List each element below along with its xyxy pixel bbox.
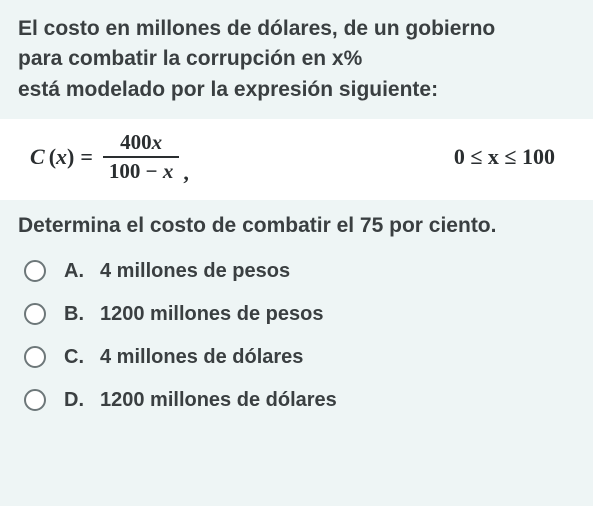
numerator-var: x (152, 130, 163, 154)
option-label: A. 4 millones de pesos (64, 260, 290, 283)
radio-icon[interactable] (24, 346, 46, 368)
option-letter: A. (64, 260, 86, 283)
function-name: C (30, 144, 45, 170)
domain-constraint: 0 ≤ x ≤ 100 (454, 144, 555, 170)
equals-sign: = (80, 144, 93, 170)
function-variable: x (56, 144, 67, 170)
denominator: 100 − x (103, 156, 179, 185)
fraction: 400x 100 − x (103, 129, 179, 185)
radio-icon[interactable] (24, 389, 46, 411)
formula-block: C ( x ) = 400x 100 − x , 0 ≤ x ≤ 100 (0, 119, 593, 199)
stem-line-1: El costo en millones de dólares, de un g… (18, 14, 575, 44)
question-prompt: Determina el costo de combatir el 75 por… (18, 214, 575, 238)
stem-line-2: para combatir la corrupción en x% (18, 44, 575, 74)
question-stem: El costo en millones de dólares, de un g… (18, 14, 575, 105)
option-label: D. 1200 millones de dólares (64, 389, 337, 412)
option-a[interactable]: A. 4 millones de pesos (24, 260, 575, 283)
option-label: C. 4 millones de dólares (64, 346, 303, 369)
numerator-coeff: 400 (120, 130, 152, 154)
radio-icon[interactable] (24, 260, 46, 282)
option-letter: C. (64, 346, 86, 369)
radio-icon[interactable] (24, 303, 46, 325)
stem-line-3: está modelado por la expresión siguiente… (18, 75, 575, 105)
close-paren: ) (67, 144, 74, 170)
option-label: B. 1200 millones de pesos (64, 303, 323, 326)
denominator-const: 100 (109, 159, 141, 183)
option-text: 4 millones de pesos (100, 260, 290, 283)
option-text: 1200 millones de dólares (100, 389, 337, 412)
denominator-var: x (163, 159, 174, 183)
option-letter: B. (64, 303, 86, 326)
option-text: 1200 millones de pesos (100, 303, 323, 326)
option-text: 4 millones de dólares (100, 346, 303, 369)
options-list: A. 4 millones de pesos B. 1200 millones … (18, 260, 575, 412)
open-paren: ( (49, 144, 56, 170)
formula-comma: , (183, 160, 189, 186)
option-c[interactable]: C. 4 millones de dólares (24, 346, 575, 369)
numerator: 400x (114, 129, 168, 156)
denominator-op: − (146, 159, 158, 183)
option-d[interactable]: D. 1200 millones de dólares (24, 389, 575, 412)
formula-expression: C ( x ) = 400x 100 − x , (30, 129, 189, 185)
option-b[interactable]: B. 1200 millones de pesos (24, 303, 575, 326)
option-letter: D. (64, 389, 86, 412)
